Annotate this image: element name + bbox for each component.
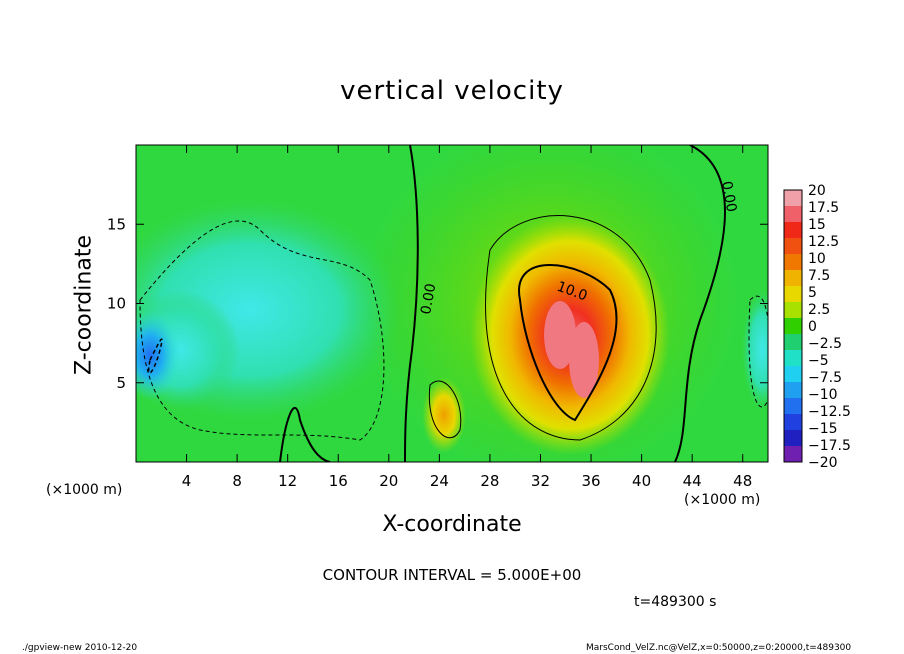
x-tick-label: 20 [379,472,398,490]
contour-label: 0.00 [718,180,739,213]
colorbar-swatch [784,190,802,207]
colorbar-label: 7.5 [808,268,830,284]
y-tick-label: 5 [116,374,126,392]
colorbar-swatch [784,254,802,271]
colorbar-swatch [784,222,802,239]
colorbar-label: 5 [808,285,817,301]
contour-label: 0.00 [418,282,439,315]
x-tick-label: 40 [632,472,651,490]
colorbar-label: 12.5 [808,234,839,250]
colorbar-label: 15 [808,217,826,233]
colorbar: 2017.51512.5107.552.50−2.5−5−7.5−10−12.5… [783,183,851,471]
colorbar-swatch [784,430,802,447]
colorbar-label: −7.5 [808,370,842,386]
colorbar-swatch [784,366,802,383]
colorbar-swatch [784,382,802,399]
colorbar-swatch [784,350,802,367]
x-tick-label: 4 [182,472,192,490]
x-tick-label: 16 [329,472,348,490]
contour-interval-text: CONTOUR INTERVAL = 5.000E+00 [322,566,582,584]
colorbar-swatch [784,446,802,463]
colorbar-swatch [784,238,802,255]
x-unit-label: (×1000 m) [46,482,123,498]
x-tick-label: 32 [531,472,550,490]
colorbar-swatch [784,398,802,415]
x-tick-label: 44 [683,472,702,490]
y-tick-label: 10 [107,295,126,313]
x-tick-label: 28 [480,472,499,490]
colorbar-swatch [784,270,802,287]
colorbar-label: 2.5 [808,302,830,318]
colorbar-swatch [784,302,802,319]
colorbar-label: −12.5 [808,404,851,420]
colorbar-swatch [784,318,802,335]
colorbar-label: 10 [808,251,826,267]
colorbar-label: 20 [808,183,826,199]
footer-right-text: MarsCond_VelZ.nc@VelZ,x=0:50000,z=0:2000… [586,643,852,653]
colorbar-swatch [784,286,802,303]
footer-left-text: ./gpview-new 2010-12-20 [22,643,138,653]
colorbar-label: −17.5 [808,438,851,454]
x-tick-label: 24 [430,472,449,490]
colorbar-label: −10 [808,387,838,403]
x-axis-label: X-coordinate [382,512,522,537]
colorbar-swatch [784,334,802,351]
chart-title: vertical velocity [340,76,564,106]
x-tick-label: 12 [278,472,297,490]
colorbar-swatch [784,206,802,223]
x-tick-label: 36 [581,472,600,490]
colorbar-label: 0 [808,319,817,335]
x-tick-label: 48 [733,472,752,490]
y-tick-label: 15 [107,215,126,233]
colorbar-swatch [784,414,802,431]
colorbar-label: −2.5 [808,336,842,352]
y-axis-label: Z-coordinate [71,235,97,375]
heatmap-field [136,145,768,462]
colorbar-label: −15 [808,421,838,437]
colorbar-frame [783,189,803,463]
colorbar-label: 17.5 [808,200,839,216]
x-unit-label: (×1000 m) [684,492,761,508]
x-tick-label: 8 [232,472,242,490]
colorbar-label: −5 [808,353,829,369]
colorbar-label: −20 [808,455,838,471]
time-label: t=489300 s [634,594,717,610]
